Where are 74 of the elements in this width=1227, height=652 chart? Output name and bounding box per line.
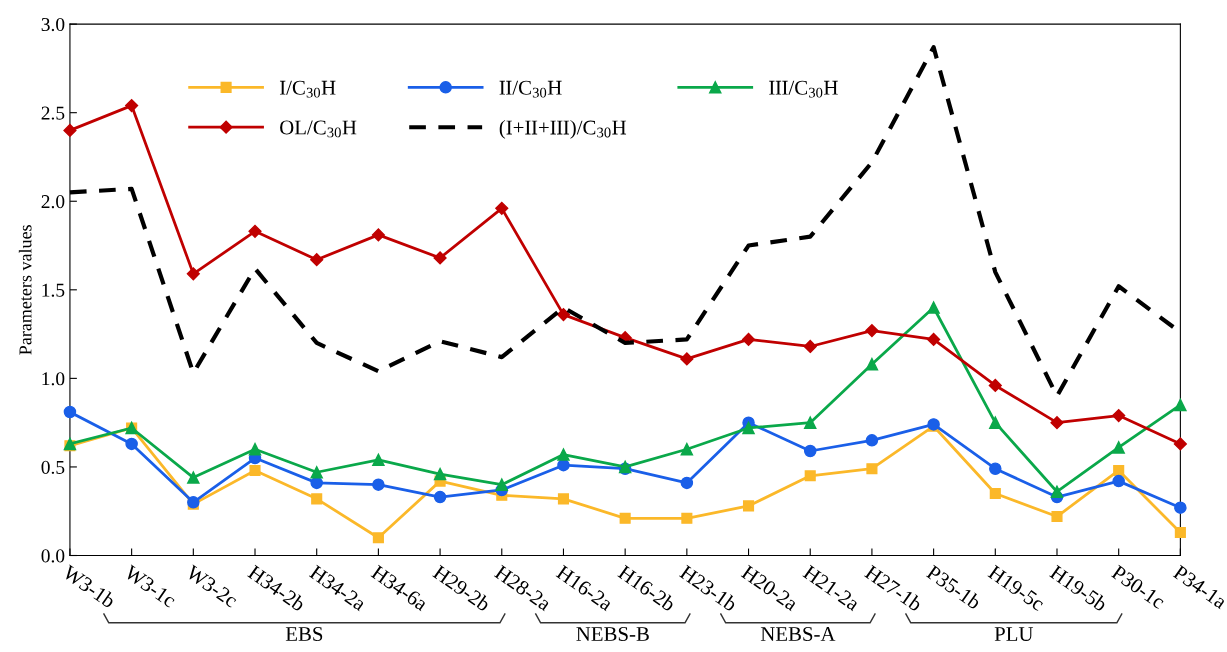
text: PLU bbox=[994, 627, 1034, 642]
point bbox=[310, 253, 324, 267]
point bbox=[742, 500, 755, 512]
point bbox=[680, 352, 694, 366]
y-tick-label: 2.5 bbox=[41, 106, 65, 120]
y-tick-label: 0.0 bbox=[41, 549, 65, 563]
point bbox=[371, 228, 385, 242]
point bbox=[125, 99, 139, 113]
point bbox=[680, 476, 694, 490]
text: NEBS-A bbox=[760, 627, 836, 642]
point bbox=[311, 493, 323, 505]
point bbox=[310, 466, 323, 479]
point bbox=[681, 512, 693, 524]
y-axis-title: Parameters values bbox=[18, 225, 32, 355]
point bbox=[989, 416, 1002, 429]
point bbox=[433, 490, 447, 504]
point bbox=[125, 437, 138, 451]
legend-label: II/C$_{30}$H bbox=[499, 80, 562, 98]
point bbox=[803, 444, 817, 458]
point bbox=[865, 434, 879, 447]
point bbox=[1174, 526, 1186, 539]
point bbox=[63, 405, 77, 419]
point bbox=[619, 512, 631, 524]
point bbox=[372, 532, 384, 544]
point bbox=[1112, 474, 1125, 488]
point bbox=[433, 467, 447, 481]
point bbox=[249, 464, 261, 477]
point bbox=[803, 339, 817, 354]
point bbox=[495, 478, 509, 491]
point bbox=[865, 323, 879, 338]
point bbox=[1051, 510, 1063, 523]
point bbox=[1173, 437, 1187, 451]
y-tick-label: 1.0 bbox=[42, 372, 65, 386]
point bbox=[741, 332, 756, 346]
point bbox=[927, 332, 941, 346]
legend-label: OL/C$_{30}$H bbox=[280, 120, 357, 138]
point bbox=[988, 378, 1002, 393]
point bbox=[680, 442, 694, 456]
point bbox=[248, 224, 262, 238]
point bbox=[1050, 485, 1064, 498]
point bbox=[1050, 416, 1064, 430]
point bbox=[187, 471, 200, 484]
point bbox=[989, 462, 1002, 475]
legend-label: I/C$_{30}$H bbox=[279, 80, 336, 98]
point bbox=[803, 416, 817, 429]
point bbox=[1112, 408, 1126, 423]
legend-label: III/C$_{30}$H bbox=[769, 80, 838, 98]
point bbox=[186, 267, 200, 281]
point bbox=[1174, 501, 1187, 514]
point bbox=[804, 470, 816, 482]
point bbox=[557, 493, 570, 505]
point bbox=[372, 478, 385, 491]
point bbox=[866, 463, 878, 475]
point bbox=[556, 308, 571, 322]
point bbox=[63, 123, 77, 137]
y-tick-label: 0.5 bbox=[41, 460, 65, 474]
point bbox=[927, 301, 940, 314]
point bbox=[557, 448, 570, 461]
point bbox=[372, 453, 385, 467]
y-tick-label: 2.0 bbox=[41, 195, 65, 209]
text: EBS bbox=[285, 627, 323, 642]
point bbox=[433, 251, 447, 265]
point bbox=[1113, 464, 1125, 477]
y-tick-label: 3.0 bbox=[41, 17, 65, 32]
point bbox=[1174, 398, 1187, 412]
point bbox=[865, 357, 879, 371]
point bbox=[495, 201, 509, 215]
legend-label: (I+II+III)/C$_{30}$H bbox=[499, 119, 627, 139]
point bbox=[1112, 441, 1125, 454]
point bbox=[248, 442, 262, 456]
point bbox=[989, 487, 1001, 500]
text: NEBS-B bbox=[576, 627, 649, 642]
y-tick-label: 1.5 bbox=[42, 283, 65, 297]
point bbox=[742, 421, 755, 435]
